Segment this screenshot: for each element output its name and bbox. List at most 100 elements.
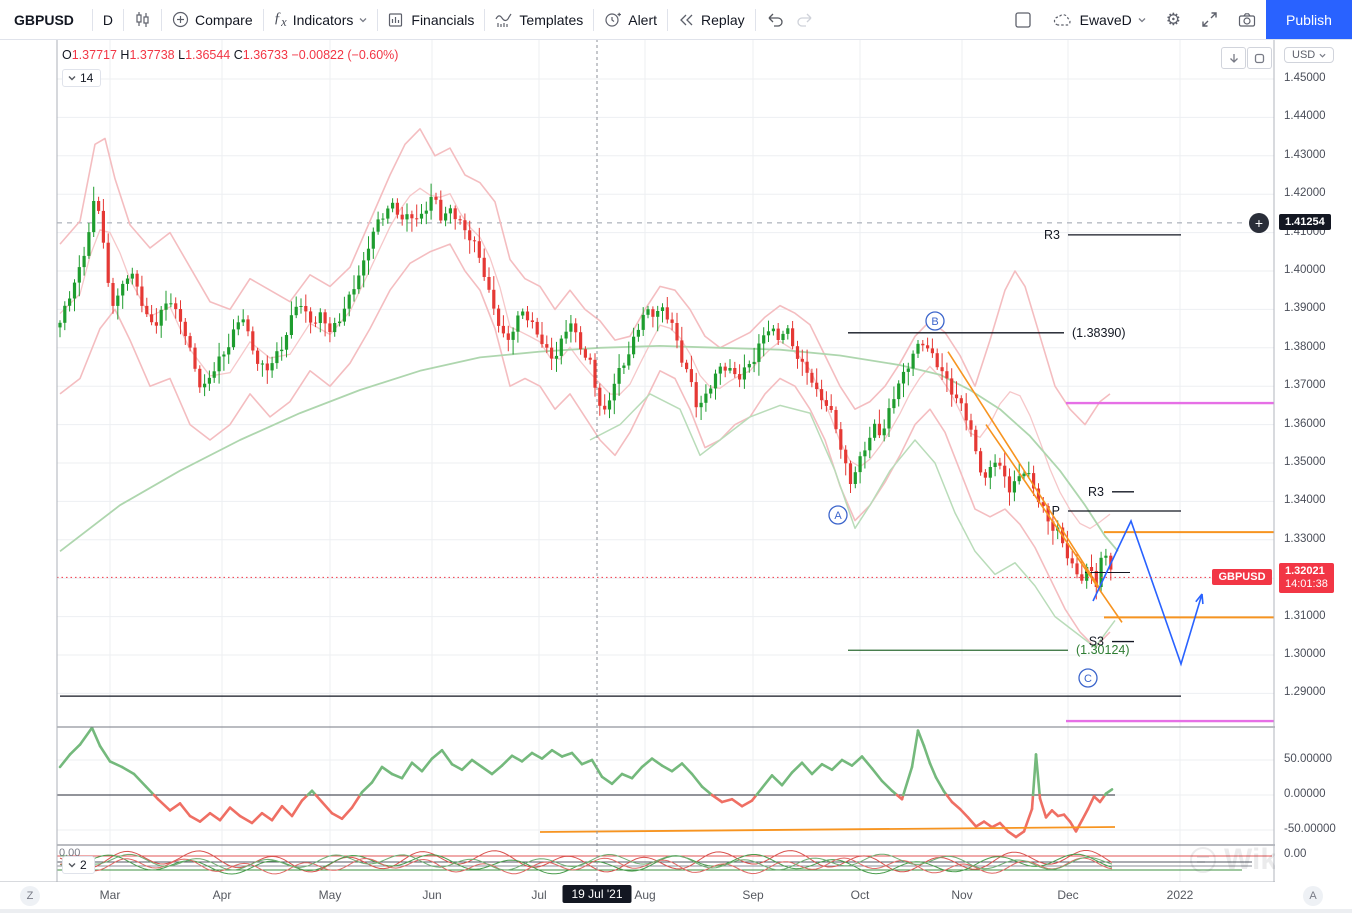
price-tick: 1.44000 bbox=[1284, 110, 1326, 123]
symbol-button[interactable]: GBPUSD bbox=[14, 11, 74, 28]
settings-button[interactable]: ⚙ bbox=[1156, 0, 1191, 39]
chart-style-button[interactable] bbox=[124, 0, 161, 39]
publish-button[interactable]: Publish bbox=[1266, 0, 1352, 39]
separator bbox=[123, 8, 125, 31]
chevron-down-icon bbox=[1138, 17, 1146, 22]
low-label: L bbox=[178, 48, 186, 62]
compare-plus-icon bbox=[172, 11, 189, 28]
alert-button[interactable]: Alert bbox=[594, 0, 667, 39]
svg-text:A: A bbox=[834, 510, 842, 522]
indicator-legend-toggle-main[interactable]: 14 bbox=[62, 69, 102, 87]
currency-dropdown[interactable]: USD bbox=[1284, 47, 1335, 63]
change-value: −0.00822 (−0.60%) bbox=[291, 48, 399, 62]
undo-button[interactable] bbox=[756, 0, 794, 39]
level-price-pill: 1.41254 bbox=[1279, 213, 1331, 230]
high-label: H bbox=[120, 48, 130, 62]
price-tick: 1.36000 bbox=[1284, 417, 1326, 430]
price-tick: 1.34000 bbox=[1284, 494, 1326, 507]
replay-button[interactable]: Replay bbox=[668, 0, 755, 39]
maximize-pane-button[interactable] bbox=[1247, 47, 1272, 69]
month-label: Oct bbox=[850, 888, 870, 902]
price-tick: 1.35000 bbox=[1284, 456, 1326, 468]
chevron-down-icon bbox=[68, 863, 76, 868]
compare-button[interactable]: Compare bbox=[162, 0, 263, 39]
separator bbox=[377, 8, 379, 31]
candlestick-icon bbox=[134, 11, 151, 28]
open-value: 1.37717 bbox=[71, 48, 117, 62]
maximize-icon bbox=[1254, 53, 1265, 63]
chevron-down-icon bbox=[359, 17, 367, 22]
price-tick: 1.29000 bbox=[1284, 686, 1326, 699]
screenshot-button[interactable] bbox=[1228, 0, 1266, 39]
close-label: C bbox=[233, 48, 243, 62]
series-price-label: GBPUSD bbox=[1212, 569, 1272, 586]
svg-text:C: C bbox=[1084, 673, 1092, 685]
alert-clock-icon bbox=[604, 11, 622, 29]
financials-button[interactable]: Financials bbox=[378, 0, 484, 39]
separator bbox=[91, 8, 93, 31]
financials-icon bbox=[388, 11, 405, 28]
wikifx-logo-icon bbox=[1190, 847, 1216, 873]
price-line-plus-button[interactable]: + bbox=[1249, 213, 1269, 233]
gear-icon: ⚙ bbox=[1165, 9, 1181, 29]
svg-text:R3: R3 bbox=[1088, 485, 1104, 499]
last-price-pill: 1.32021 14:01:38 bbox=[1279, 563, 1334, 594]
scroll-to-recent-button[interactable] bbox=[1221, 47, 1246, 69]
chevron-down-icon bbox=[1319, 53, 1326, 58]
month-label: Mar bbox=[99, 888, 121, 902]
price-tick: 1.38000 bbox=[1284, 340, 1326, 353]
open-label: O bbox=[62, 48, 72, 62]
month-label: Aug bbox=[634, 888, 656, 902]
svg-text:B: B bbox=[931, 316, 938, 328]
price-tick: 1.42000 bbox=[1284, 187, 1326, 200]
high-value: 1.37738 bbox=[129, 48, 175, 62]
low-value: 1.36544 bbox=[185, 48, 231, 62]
oscillator-tick: 50.00000 bbox=[1284, 753, 1332, 765]
price-tick: 1.40000 bbox=[1284, 264, 1326, 276]
price-tick: 1.45000 bbox=[1284, 72, 1326, 84]
price-axis[interactable]: USD 1.41254 1.32021 14:01:38 1.45000 1.44… bbox=[1275, 39, 1352, 909]
templates-icon bbox=[495, 12, 513, 28]
crosshair-date-pill: 19 Jul '21 bbox=[562, 885, 632, 903]
price-tick: 1.37000 bbox=[1284, 379, 1326, 392]
camera-icon bbox=[1238, 12, 1256, 28]
svg-text:(1.38390): (1.38390) bbox=[1072, 326, 1126, 340]
redo-button[interactable] bbox=[794, 0, 824, 39]
close-value: 1.36733 bbox=[242, 48, 288, 62]
indicator-legend-toggle-lower[interactable]: 2 bbox=[62, 856, 95, 874]
separator bbox=[593, 8, 595, 31]
month-label: 2022 bbox=[1166, 888, 1194, 902]
price-tick: 1.31000 bbox=[1284, 609, 1326, 622]
layout-template-dropdown[interactable]: EwaveD bbox=[1042, 0, 1156, 39]
arrow-down-icon bbox=[1229, 53, 1238, 63]
price-tick: 1.33000 bbox=[1284, 532, 1326, 545]
month-label: Apr bbox=[212, 888, 232, 902]
separator bbox=[667, 8, 669, 31]
month-label: Sep bbox=[742, 888, 764, 902]
svg-text:(1.30124): (1.30124) bbox=[1076, 643, 1130, 657]
fullscreen-button[interactable] bbox=[1191, 0, 1228, 39]
bottom-strip bbox=[0, 909, 1352, 913]
layout-grid-button[interactable] bbox=[1004, 0, 1042, 39]
month-label: Jul bbox=[531, 888, 547, 902]
price-axis-a-button[interactable]: A bbox=[1303, 886, 1323, 906]
month-label: Dec bbox=[1057, 888, 1079, 902]
time-axis-z-button[interactable]: Z bbox=[20, 886, 40, 906]
undo-icon bbox=[766, 13, 784, 27]
time-axis[interactable]: Z 19 Jul '21 A Mar Apr May Jun Jul Aug Sep Oct N… bbox=[0, 882, 1352, 909]
redo-icon bbox=[796, 13, 814, 27]
top-toolbar: GBPUSD D Compare ƒx Indicators Financia bbox=[0, 0, 1352, 40]
svg-text:R3: R3 bbox=[1044, 228, 1060, 242]
month-label: Nov bbox=[951, 888, 973, 902]
fullscreen-icon bbox=[1201, 11, 1218, 28]
oscillator-tick: -50.00000 bbox=[1284, 823, 1336, 835]
indicators-button[interactable]: ƒx Indicators bbox=[264, 0, 378, 39]
templates-button[interactable]: Templates bbox=[485, 0, 593, 39]
price-tick: 1.39000 bbox=[1284, 302, 1326, 315]
interval-button[interactable]: D bbox=[102, 11, 114, 28]
fx-icon: ƒx bbox=[273, 9, 287, 29]
bar-countdown: 14:01:38 bbox=[1285, 578, 1328, 591]
svg-text:P: P bbox=[1052, 504, 1060, 518]
replay-rewind-icon bbox=[678, 13, 695, 27]
